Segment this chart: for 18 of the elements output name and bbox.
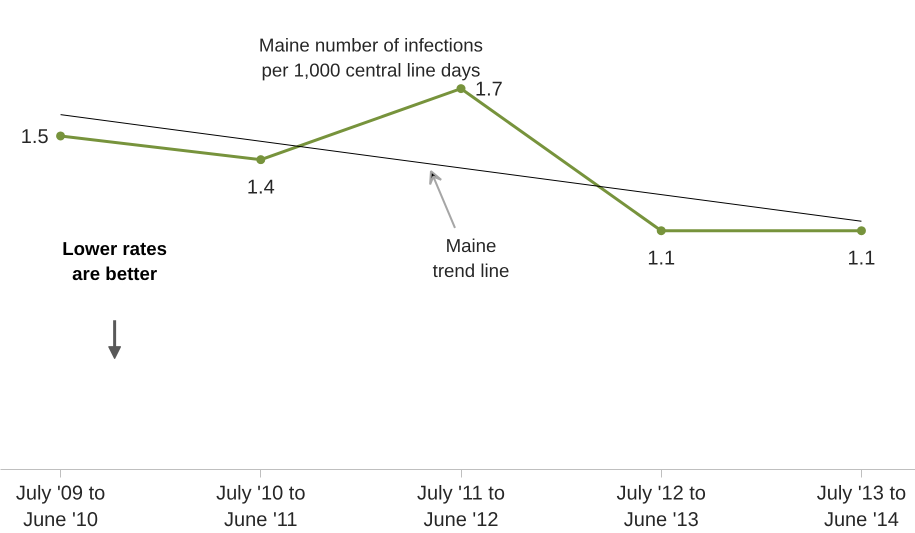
- data-label: 1.4: [246, 176, 275, 199]
- text: Maine trend line: [432, 235, 510, 282]
- x-tick-label: July '09 to June '10: [16, 482, 106, 531]
- series-label: Maine number of infections per 1,000 central line days: [258, 34, 483, 81]
- text: Lower rates are better: [62, 238, 167, 284]
- point: [856, 226, 866, 236]
- x-tick-label: July '13 to June '14: [816, 482, 906, 531]
- point: [656, 226, 666, 236]
- x-tick-label: July '11 to June '12: [417, 482, 505, 531]
- data-label: 1.1: [647, 248, 676, 270]
- x-tick-label: July '10 to June '11: [216, 482, 306, 531]
- point: [456, 84, 466, 94]
- x-tick-label: July '12 to June '13: [616, 482, 706, 531]
- point: [56, 131, 66, 140]
- data-label: 1.7: [475, 78, 503, 101]
- data-label: 1.5: [20, 126, 49, 148]
- point: [256, 155, 266, 164]
- data-label: 1.1: [848, 248, 876, 270]
